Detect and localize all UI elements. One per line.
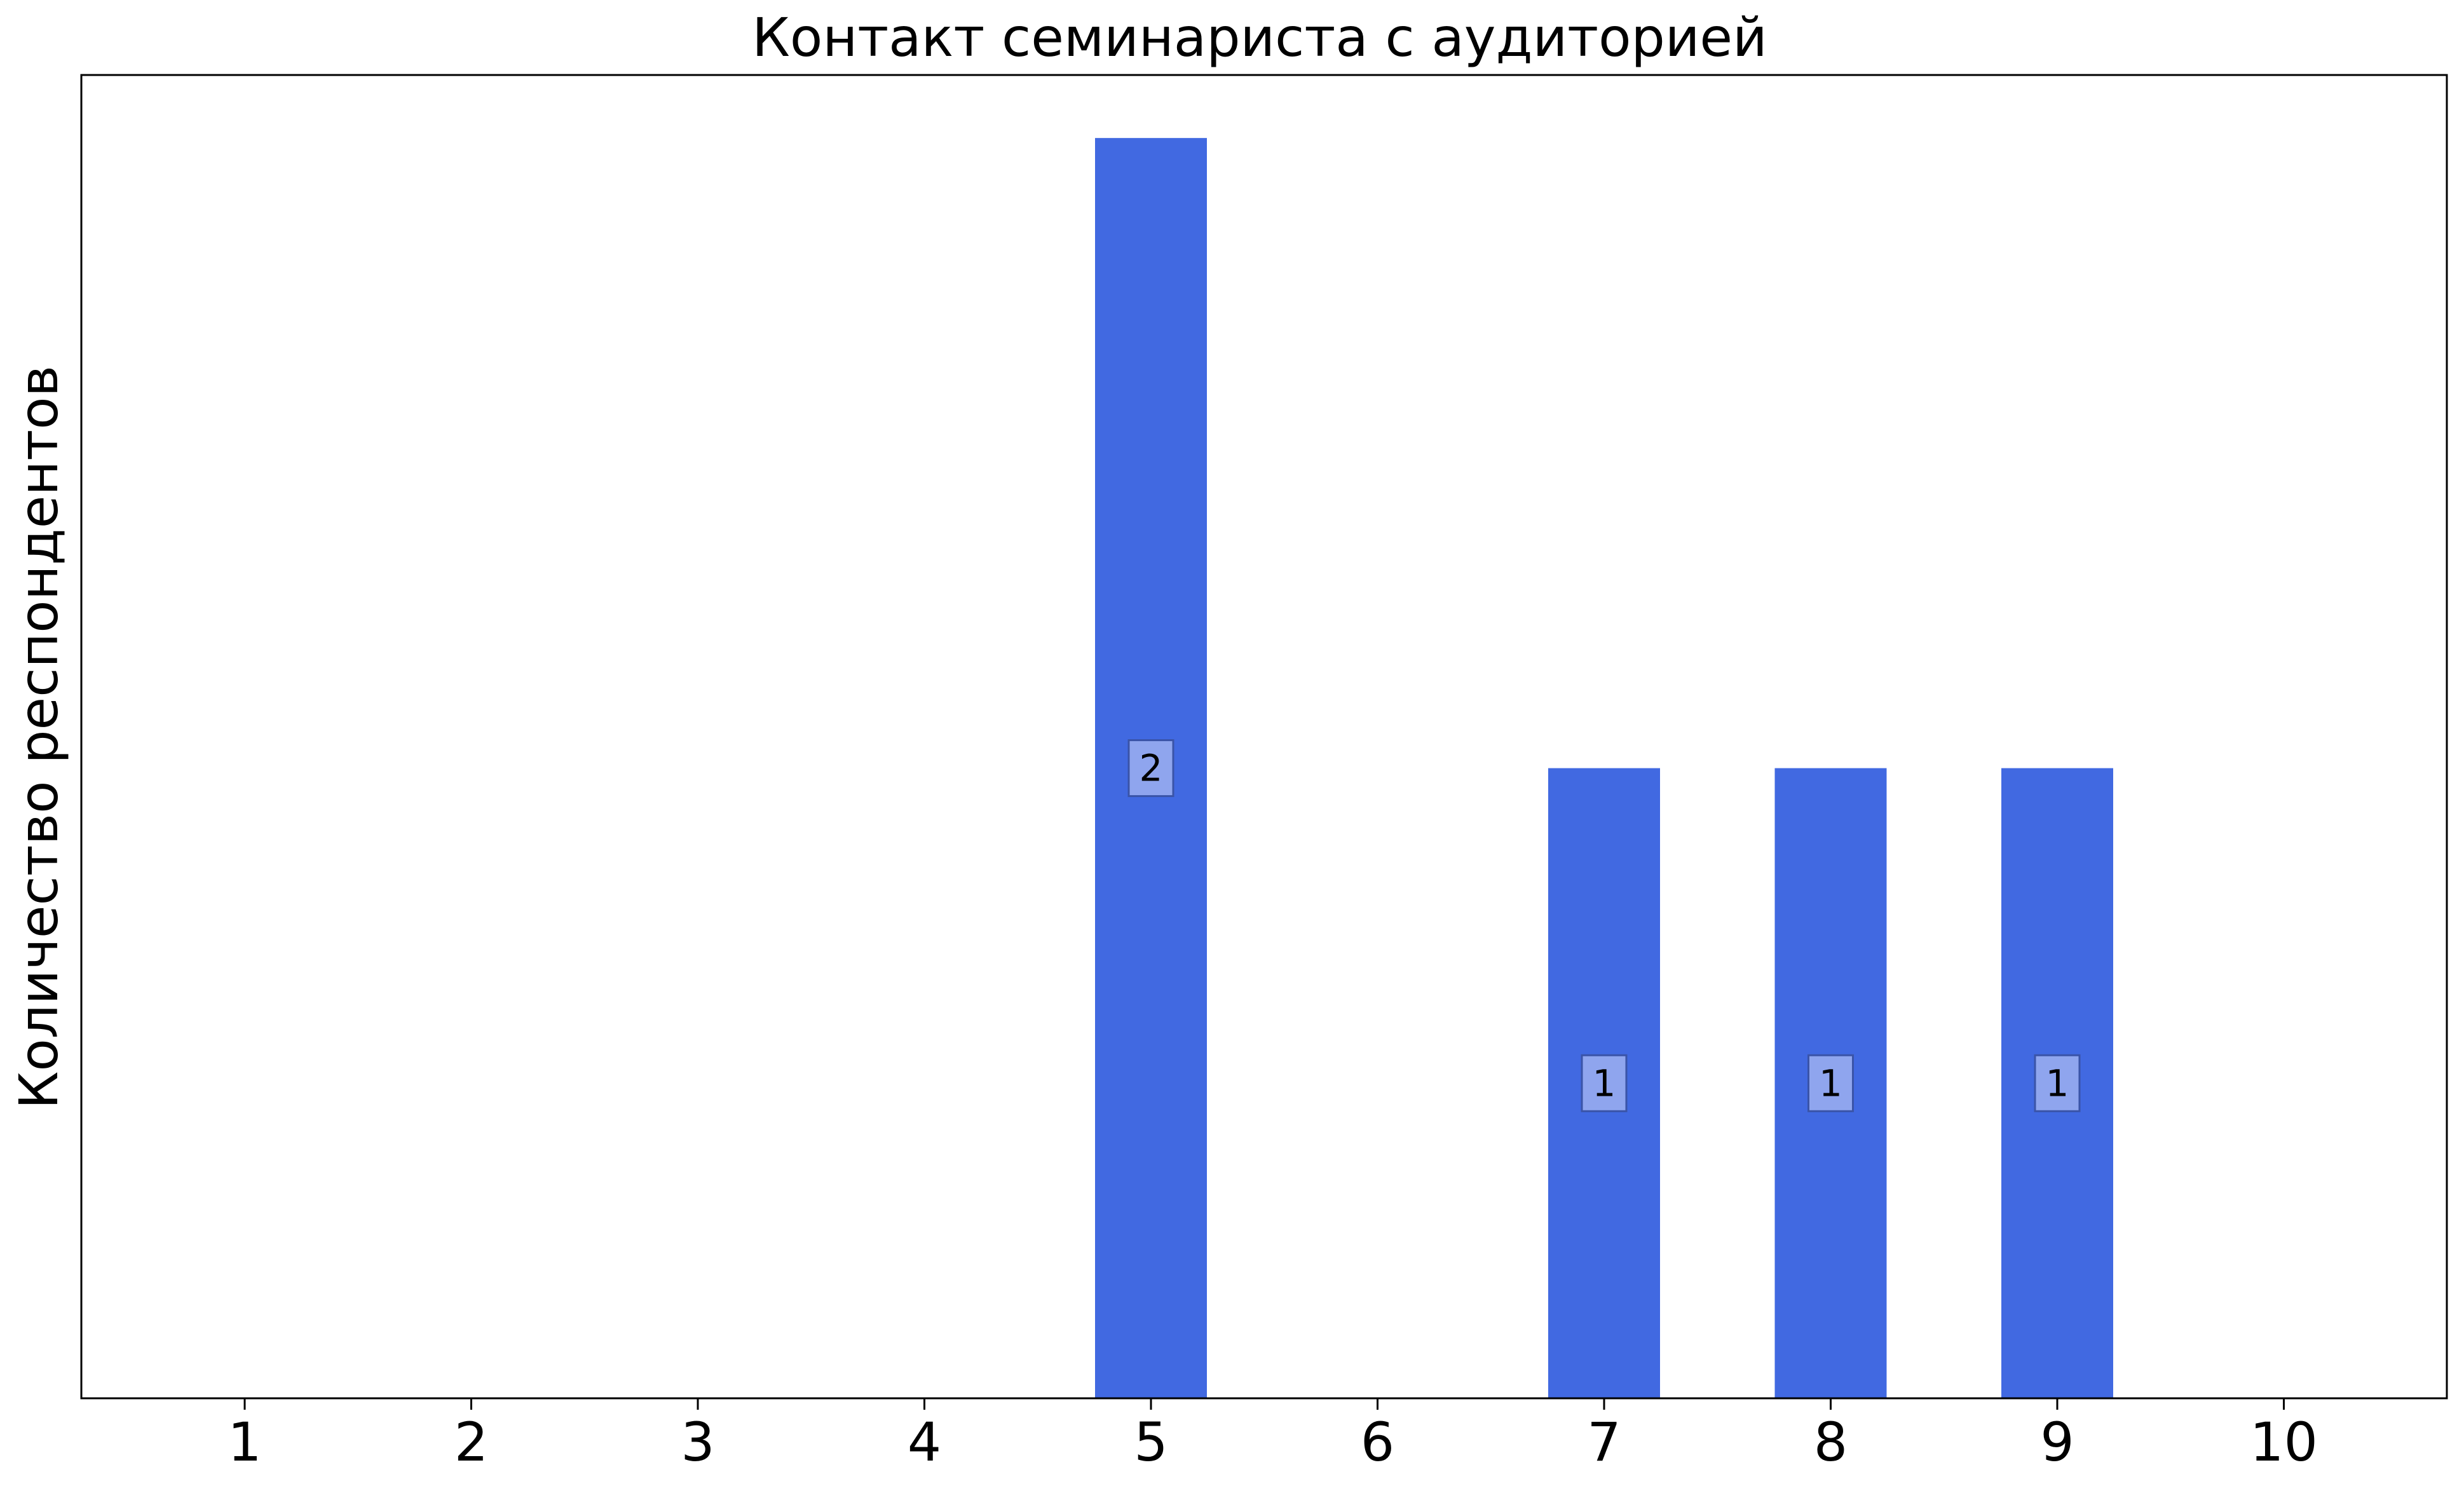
data-label-8: 1 [1819,1061,1842,1105]
x-tick-label-3: 3 [681,1411,714,1473]
data-label-5: 2 [1140,747,1163,790]
data-label-box-5 [1127,739,1174,798]
plot-area-frame [80,74,2448,1400]
x-tick-label-4: 4 [908,1411,941,1473]
data-label-box-9 [2034,1054,2081,1112]
x-tick-label-6: 6 [1361,1411,1394,1473]
data-label-box-7 [1581,1054,1628,1112]
data-labels-layer: 2 1 1 1 [1127,739,2081,1112]
data-label-7: 1 [1593,1061,1616,1105]
x-tick-label-8: 8 [1814,1411,1848,1473]
x-tick-label-9: 9 [2040,1411,2074,1473]
x-tick-label-5: 5 [1134,1411,1167,1473]
y-axis-label: Количество респондентов [8,365,70,1109]
x-tick-label-1: 1 [228,1411,261,1473]
chart-title: Контакт семинариста с аудиторией [752,6,1767,69]
x-tick-label-10: 10 [2250,1411,2318,1473]
data-label-box-8 [1807,1054,1854,1112]
x-axis-ticks: 1 2 3 4 5 6 7 8 9 10 [228,1398,2318,1473]
x-tick-label-2: 2 [454,1411,488,1473]
bars-layer [1095,138,2113,1399]
x-tick-label-7: 7 [1587,1411,1621,1473]
data-label-9: 1 [2046,1061,2069,1105]
